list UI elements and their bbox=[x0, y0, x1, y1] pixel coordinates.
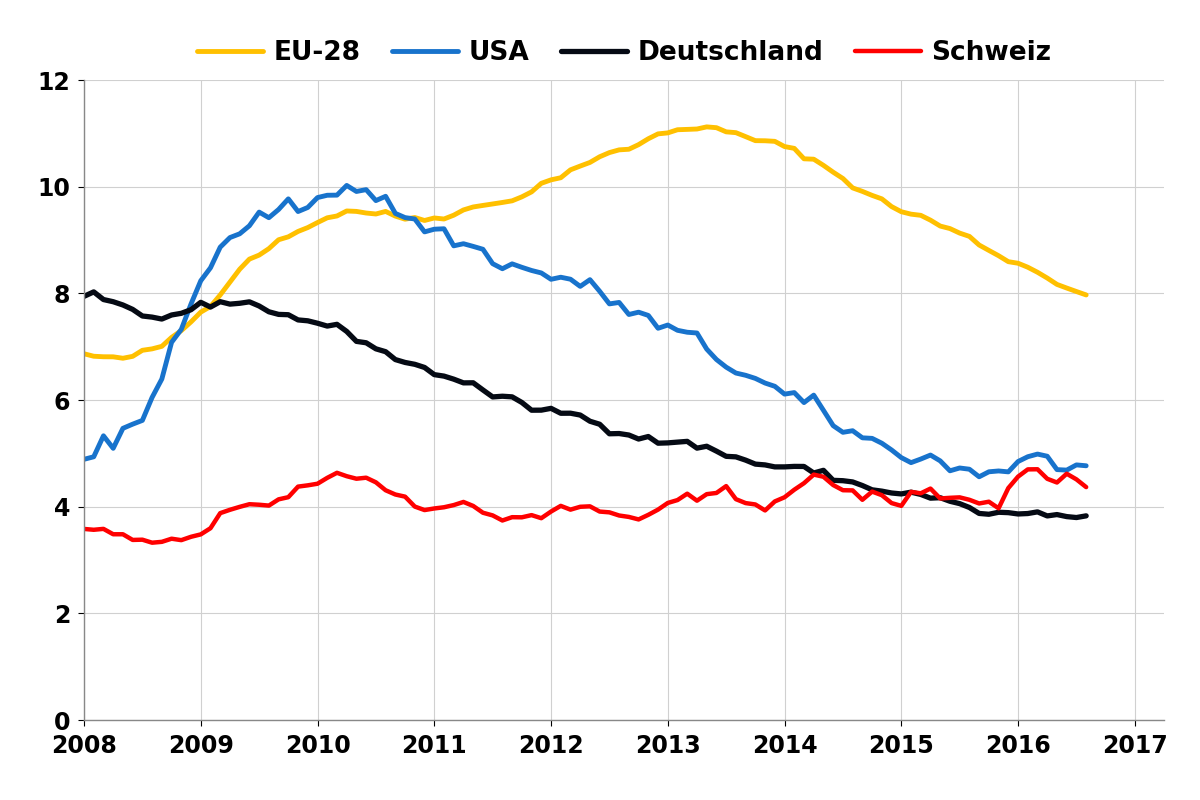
Deutschland bbox=[1069, 513, 1084, 522]
EU-28 bbox=[1079, 290, 1093, 300]
EU-28 bbox=[340, 206, 354, 216]
Deutschland bbox=[86, 287, 101, 297]
Deutschland bbox=[1001, 508, 1015, 518]
USA bbox=[583, 275, 598, 285]
Schweiz bbox=[1079, 482, 1093, 492]
Legend: EU-28, USA, Deutschland, Schweiz: EU-28, USA, Deutschland, Schweiz bbox=[186, 29, 1062, 76]
Line: Deutschland: Deutschland bbox=[84, 292, 1086, 518]
USA bbox=[1060, 466, 1074, 475]
EU-28 bbox=[583, 158, 598, 167]
Schweiz bbox=[77, 524, 91, 534]
EU-28 bbox=[77, 349, 91, 358]
USA bbox=[330, 190, 344, 200]
Schweiz bbox=[340, 471, 354, 481]
EU-28 bbox=[700, 122, 714, 132]
Deutschland bbox=[1079, 511, 1093, 521]
Schweiz bbox=[1060, 469, 1074, 478]
EU-28 bbox=[106, 352, 120, 362]
Line: EU-28: EU-28 bbox=[84, 127, 1086, 358]
USA bbox=[77, 454, 91, 464]
USA bbox=[340, 181, 354, 190]
Deutschland bbox=[77, 291, 91, 301]
USA bbox=[972, 472, 986, 482]
USA bbox=[106, 443, 120, 453]
USA bbox=[1079, 461, 1093, 470]
Schweiz bbox=[583, 502, 598, 511]
USA bbox=[378, 191, 392, 201]
Schweiz bbox=[1001, 483, 1015, 493]
Line: Schweiz: Schweiz bbox=[84, 470, 1086, 542]
Deutschland bbox=[378, 347, 392, 357]
EU-28 bbox=[1010, 258, 1025, 268]
Schweiz bbox=[106, 530, 120, 539]
EU-28 bbox=[115, 354, 130, 363]
Schweiz bbox=[378, 486, 392, 495]
Schweiz bbox=[145, 538, 160, 547]
EU-28 bbox=[378, 206, 392, 216]
Line: USA: USA bbox=[84, 186, 1086, 477]
Deutschland bbox=[1050, 510, 1064, 519]
USA bbox=[1010, 457, 1025, 466]
Schweiz bbox=[1031, 465, 1045, 474]
Deutschland bbox=[340, 326, 354, 336]
Deutschland bbox=[115, 300, 130, 310]
Deutschland bbox=[583, 417, 598, 426]
EU-28 bbox=[1060, 283, 1074, 293]
